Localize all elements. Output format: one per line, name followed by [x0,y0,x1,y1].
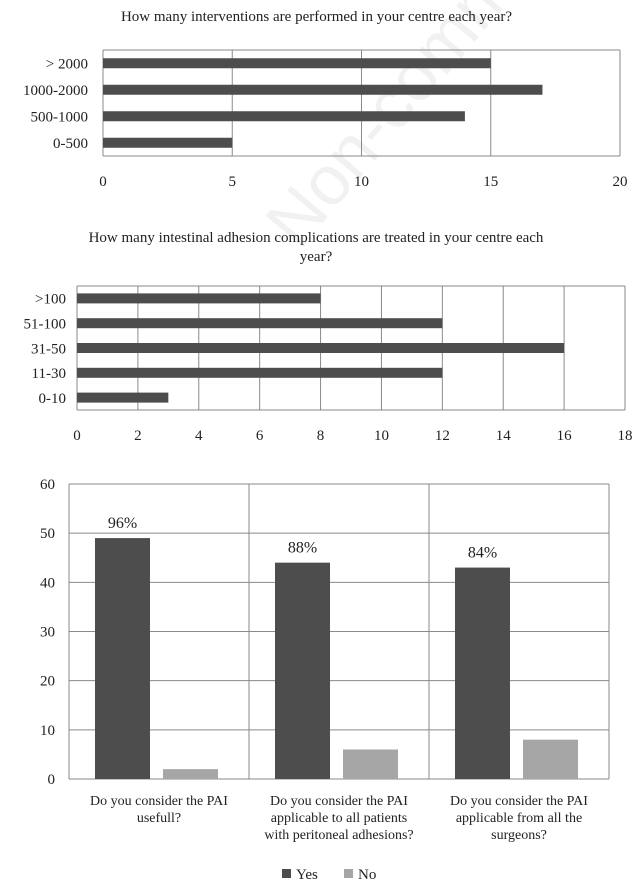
chart3-bar-yes [455,567,510,779]
chart1-bar [103,111,465,122]
chart3-category-label: Do you consider the PAI [90,794,228,809]
chart3-bar-yes [95,538,150,779]
chart3-tick-label: 0 [48,772,56,788]
chart1-bar [103,84,543,95]
chart3-legend-swatch-no [344,869,353,878]
chart2-title: How many intestinal adhesion complicatio… [88,230,544,265]
chart2-category-label: 0-10 [39,391,67,407]
chart3-legend-label-no: No [358,867,376,883]
chart1-tick-label: 5 [229,174,237,190]
chart3-bar-no [163,769,218,779]
chart3-legend-swatch-yes [282,869,291,878]
chart2-category-label: 51-100 [24,316,67,332]
chart3-tick-label: 60 [40,477,55,493]
chart3-category-label: applicable to all patients [271,811,407,826]
chart2-tick-label: 2 [134,428,142,444]
chart3-legend-label-yes: Yes [296,867,318,883]
chart2-tick-label: 4 [195,428,203,444]
chart2-bar [77,293,321,304]
chart2-category-label: >100 [35,292,66,308]
chart2-bar [77,367,443,378]
chart2-category-label: 31-50 [31,341,66,357]
chart1-bar [103,137,233,148]
chart3-category-label: Do you consider the PAI [270,794,408,809]
chart3-tick-label: 10 [40,723,55,739]
chart3-category-label: applicable from all the [456,811,582,826]
chart3-data-label: 88% [288,540,317,557]
chart1-category-label: > 2000 [46,57,88,73]
chart2-bar [77,392,169,403]
chart2-bar [77,343,565,353]
chart3-category-label: surgeons? [491,828,547,843]
chart3-bar-no [343,749,398,779]
chart1-tick-label: 0 [99,174,107,190]
chart1-category-label: 500-1000 [31,110,89,126]
chart3-tick-label: 50 [40,526,55,542]
chart1-title: How many interventions are performed in … [120,9,513,25]
chart1-category-label: 0-500 [53,136,88,152]
chart3-tick-label: 40 [40,575,55,591]
chart2-tick-label: 8 [317,428,325,444]
chart3-bar-no [523,739,578,779]
chart2-bar [77,318,443,329]
chart3-category-label: with peritoneal adhesions? [264,828,413,843]
chart2-tick-label: 14 [496,428,512,444]
chart2-tick-label: 10 [374,428,389,444]
chart1-tick-label: 15 [483,174,498,190]
chart1-tick-label: 10 [354,174,369,190]
chart3-category-label: usefull? [137,811,181,826]
chart2-tick-label: 12 [435,428,450,444]
chart1-bar [103,58,491,69]
chart3-tick-label: 20 [40,674,55,690]
chart2-category-label: 11-30 [32,366,66,382]
chart3-category-label: Do you consider the PAI [450,794,588,809]
chart3-data-label: 96% [108,515,137,532]
chart3-tick-label: 30 [40,625,55,641]
chart3-bar-yes [275,562,330,779]
chart1-category-label: 1000-2000 [23,83,88,99]
chart2-tick-label: 0 [73,428,81,444]
chart3-data-label: 84% [468,545,497,562]
chart2-tick-label: 6 [256,428,264,444]
chart1-tick-label: 20 [613,174,628,190]
chart2-tick-label: 16 [557,428,573,444]
chart2-tick-label: 18 [618,428,633,444]
